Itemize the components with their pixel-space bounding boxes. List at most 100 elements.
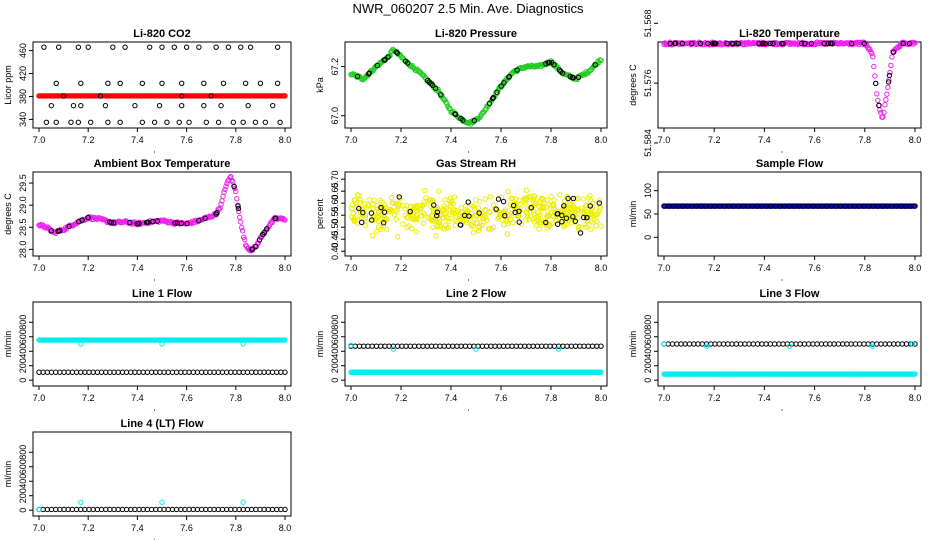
chart-title: Line 3 Flow	[760, 288, 820, 300]
data-point	[531, 195, 537, 202]
series-dips	[661, 341, 916, 349]
series-high	[661, 341, 918, 347]
data-point	[225, 44, 232, 50]
data-point	[861, 40, 867, 47]
data-point	[501, 80, 507, 86]
y-tick-label: 100	[643, 183, 653, 198]
data-point	[885, 79, 892, 85]
data-point	[570, 195, 577, 202]
data-point	[362, 201, 368, 207]
data-point	[695, 341, 701, 347]
x-tick-label: 7.4	[758, 135, 771, 145]
data-point	[588, 226, 594, 232]
data-point	[426, 79, 432, 85]
data-point	[521, 197, 528, 203]
data-point	[391, 211, 398, 218]
plot-frame	[32, 171, 292, 257]
data-point	[539, 205, 545, 212]
data-point	[873, 80, 879, 87]
data-point	[452, 111, 458, 117]
data-point	[215, 119, 222, 125]
data-point	[672, 40, 678, 47]
data-point	[570, 75, 576, 81]
data-point	[402, 58, 409, 64]
data-point	[886, 72, 893, 79]
data-point	[202, 215, 208, 222]
data-point	[147, 44, 153, 50]
data-point	[587, 192, 593, 199]
data-point	[270, 102, 276, 109]
data-point	[543, 219, 549, 226]
data-point	[544, 213, 551, 219]
data-point	[186, 119, 192, 125]
data-point	[384, 226, 390, 233]
y-tick-label: 29.5	[18, 174, 28, 192]
data-point	[493, 206, 499, 212]
data-point	[689, 40, 695, 47]
y-tick-label: 200	[18, 358, 28, 373]
data-point	[903, 341, 910, 347]
data-point	[471, 117, 478, 124]
data-point	[515, 210, 521, 217]
data-point	[439, 215, 446, 221]
data-point	[213, 44, 219, 50]
data-point	[145, 219, 151, 225]
data-point	[247, 44, 254, 50]
data-point	[502, 212, 508, 219]
x-tick-label: 7.8	[859, 393, 872, 403]
data-point	[577, 230, 584, 236]
x-tick-label: 7.4	[445, 135, 458, 145]
data-point	[85, 214, 91, 221]
data-point	[384, 216, 390, 223]
data-point	[380, 220, 387, 226]
data-point	[420, 202, 426, 209]
data-point	[876, 102, 882, 109]
data-point	[482, 206, 489, 213]
y-tick-label: 28.0	[18, 241, 28, 259]
data-point	[555, 211, 561, 217]
data-point	[523, 187, 530, 193]
data-point	[537, 219, 544, 225]
data-point	[867, 46, 873, 52]
x-tick-label: 7.6	[495, 263, 508, 273]
data-point	[421, 212, 428, 218]
x-tick-label: 7.0	[33, 523, 46, 533]
data-point	[218, 102, 224, 109]
data-point	[567, 73, 573, 80]
plot-frame	[32, 41, 292, 129]
data-point	[470, 230, 477, 236]
y-tick-label: 600	[18, 459, 28, 474]
data-point	[565, 195, 571, 202]
data-point	[203, 119, 209, 125]
data-point	[581, 214, 587, 221]
data-point	[479, 209, 485, 216]
data-point	[818, 341, 825, 347]
data-point	[825, 40, 831, 47]
data-point	[712, 341, 718, 347]
data-point	[546, 201, 553, 208]
data-point	[533, 222, 540, 229]
data-point	[395, 201, 401, 207]
data-point	[703, 343, 710, 349]
data-point	[272, 215, 278, 222]
data-point	[528, 205, 534, 211]
data-point	[463, 217, 470, 224]
data-point	[899, 341, 905, 347]
data-point	[839, 341, 846, 347]
y-tick-label: 67.0	[330, 107, 340, 125]
data-point	[76, 218, 82, 225]
data-point	[447, 105, 453, 112]
data-point	[159, 44, 165, 50]
data-point	[505, 188, 511, 195]
data-point	[451, 207, 457, 213]
data-point	[912, 40, 918, 46]
x-tick-label: 8.0	[909, 393, 922, 403]
data-point	[352, 197, 359, 203]
data-point	[171, 44, 178, 50]
data-point	[36, 506, 42, 513]
x-tick-label: 7.6	[180, 263, 193, 273]
x-tick-label: 7.2	[708, 393, 721, 403]
series-samples	[661, 203, 918, 209]
x-tick-label: 8.0	[279, 135, 292, 145]
data-point	[136, 220, 142, 227]
